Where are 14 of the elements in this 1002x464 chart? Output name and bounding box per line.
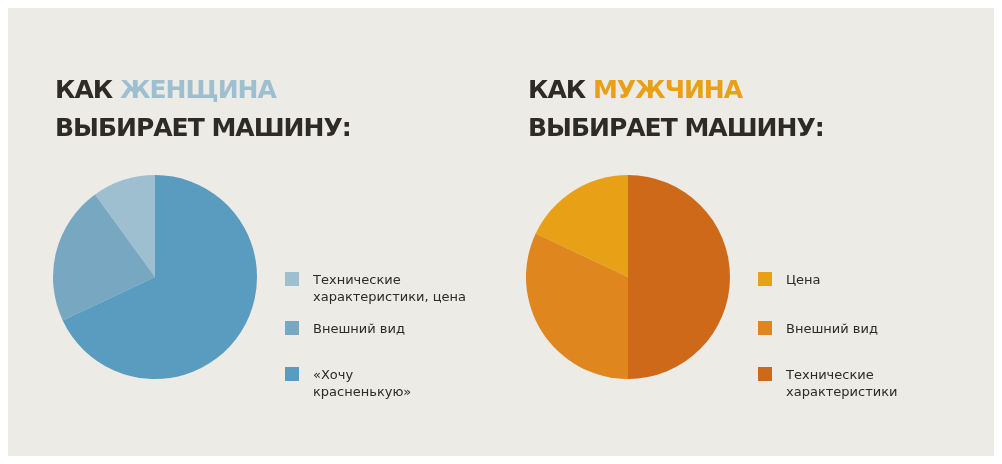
legend-label: Внешний вид [786,321,878,336]
pie-slice [53,194,155,321]
legend-label: Цена [786,272,821,287]
pie-slice [95,175,155,277]
legend-label: «Хочу красненькую» [313,367,412,399]
chart-title: КАК МУЖЧИНА ВЫБИРАЕТ МАШИНУ: [528,75,824,142]
legend-label: Технические характеристики [785,367,898,399]
chart-title: КАК ЖЕНЩИНА ВЫБИРАЕТ МАШИНУ: [55,75,351,142]
legend-label: Внешний вид [313,321,405,336]
legend-label: Технические характеристики, цена [312,272,467,304]
pie-slice [628,175,730,379]
pie-slice [526,233,628,379]
pie-slice [535,175,628,277]
pie-slice [62,175,257,379]
